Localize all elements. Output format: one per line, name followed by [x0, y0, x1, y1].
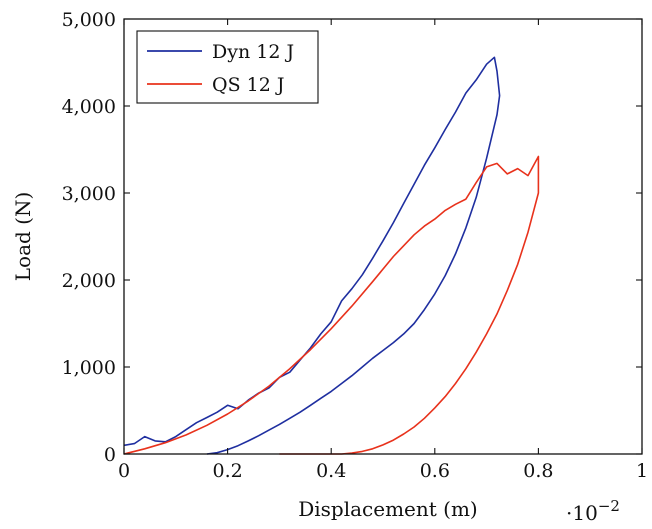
plot-area: [123, 56, 540, 455]
plot-frame: [123, 18, 643, 455]
series-line-0: [123, 56, 501, 455]
x-tick-label: 0.2: [212, 460, 242, 482]
y-tick-label: 4,000: [62, 96, 116, 118]
series-line-1: [123, 155, 540, 455]
x-tick-label: 0.8: [523, 460, 553, 482]
legend: Dyn 12 J QS 12 J: [136, 30, 319, 104]
axes: 0 0.2 0.4 0.6 0.8 1 0 1,000 2,000 3,000 4,000 5,000: [62, 9, 648, 482]
y-tick-label: 5,000: [62, 9, 116, 31]
x-tick-label: 1: [636, 460, 648, 482]
y-axis-title: Load (N): [11, 192, 35, 282]
x-axis-scale-exponent: −2: [598, 497, 620, 515]
y-tick-label: 3,000: [62, 183, 116, 205]
legend-label-0: Dyn 12 J: [212, 41, 294, 63]
axis-labels: Displacement (m) Load (N) ·10−2: [11, 192, 620, 525]
x-axis-title: Displacement (m): [298, 497, 478, 521]
x-tick-label: 0.4: [316, 460, 346, 482]
x-tick-label: 0: [118, 460, 130, 482]
legend-label-1: QS 12 J: [212, 74, 284, 96]
legend-box: [136, 30, 319, 104]
y-tick-label: 1,000: [62, 357, 116, 379]
x-tick-label: 0.6: [420, 460, 450, 482]
x-axis-scale-base: ·10: [566, 501, 598, 525]
y-tick-label: 0: [104, 444, 116, 466]
x-axis-scale-note: ·10−2: [566, 497, 620, 525]
y-tick-label: 2,000: [62, 270, 116, 292]
